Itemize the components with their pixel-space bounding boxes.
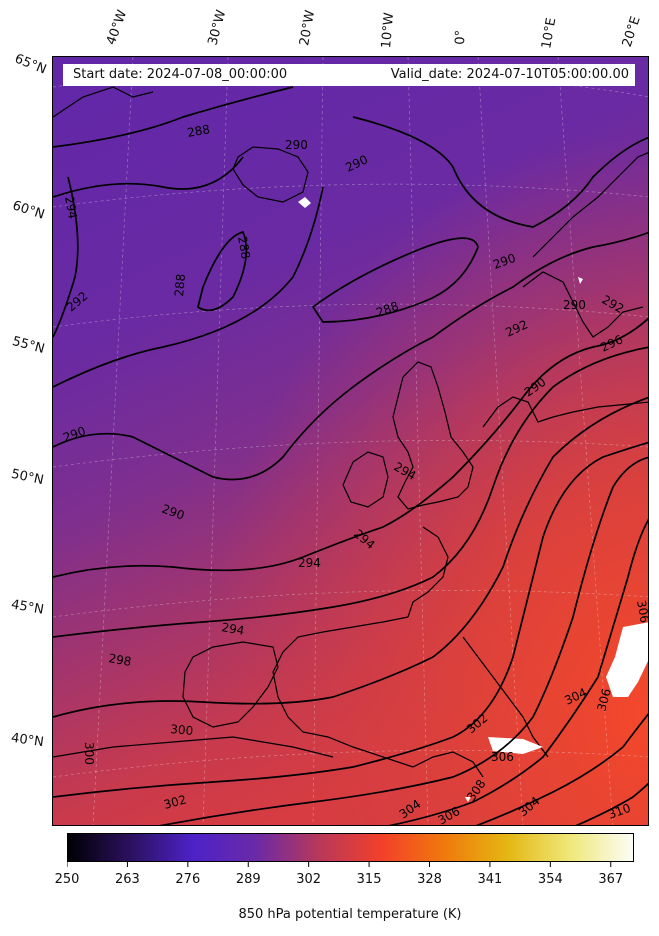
contour-label: 288	[186, 122, 211, 140]
contour-label: 300	[170, 722, 194, 738]
colorbar-tick-label: 341	[477, 872, 503, 887]
contour-label-layer: 288 290 294 290 292 288 290 288 288 290 …	[61, 122, 649, 825]
contour-label: 302	[162, 792, 188, 811]
date-header: Start date: 2024-07-08_00:00:00 Valid_da…	[63, 64, 635, 86]
lat-label: 60°N	[10, 198, 47, 223]
contour-label: 300	[82, 742, 96, 765]
lon-label: 40°W	[103, 8, 131, 47]
isentrope-contours	[53, 86, 648, 825]
coastlines	[53, 86, 648, 778]
colorbar-tick-label: 250	[54, 872, 80, 887]
colorbar	[67, 833, 634, 862]
lon-label: 30°W	[205, 8, 230, 47]
lon-label: 10°W	[379, 11, 398, 49]
lat-label: 65°N	[12, 51, 49, 78]
start-date-label: Start date: 2024-07-08_00:00:00	[73, 67, 288, 82]
lat-label: 55°N	[10, 334, 47, 357]
map-canvas: 288 290 294 290 292 288 290 288 288 290 …	[53, 57, 649, 825]
lon-label: 20°W	[297, 9, 319, 48]
contour-label: 290	[285, 138, 308, 152]
colorbar-tick-label: 367	[598, 872, 624, 887]
contour-label: 290	[563, 298, 586, 312]
contour-label: 306	[634, 599, 649, 624]
lon-label: 10°E	[539, 16, 560, 51]
contour-label: 288	[235, 235, 253, 260]
lat-label: 50°N	[9, 466, 45, 489]
lon-label: 0°	[453, 29, 469, 45]
contour-label: 306	[491, 750, 514, 764]
colorbar-tick-label: 263	[114, 872, 140, 887]
colorbar-tick-label: 354	[537, 872, 563, 887]
colorbar-tick-label: 328	[417, 872, 442, 887]
contour-label: 288	[172, 273, 188, 297]
colorbar-tick-label: 289	[235, 872, 261, 887]
map-panel: 288 290 294 290 292 288 290 288 288 290 …	[52, 56, 649, 826]
lon-label: 20°E	[619, 14, 644, 50]
contour-label: 306	[594, 687, 613, 713]
colorbar-label: 850 hPa potential temperature (K)	[238, 907, 462, 922]
contour-label: 294	[298, 556, 321, 570]
contour-label: 294	[62, 195, 80, 220]
colorbar-tick-label: 302	[296, 872, 322, 887]
valid-date-label: Valid_date: 2024-07-10T05:00:00.00	[390, 67, 629, 82]
colorbar-tick-label: 276	[175, 872, 201, 887]
colorbar-tick-marks	[67, 862, 612, 867]
contour-label: 298	[107, 651, 132, 669]
lat-label: 45°N	[9, 597, 45, 618]
graticule	[53, 57, 648, 825]
lat-label: 40°N	[10, 730, 45, 751]
colorbar-tick-label: 315	[356, 872, 382, 887]
contour-label: 294	[220, 620, 245, 638]
